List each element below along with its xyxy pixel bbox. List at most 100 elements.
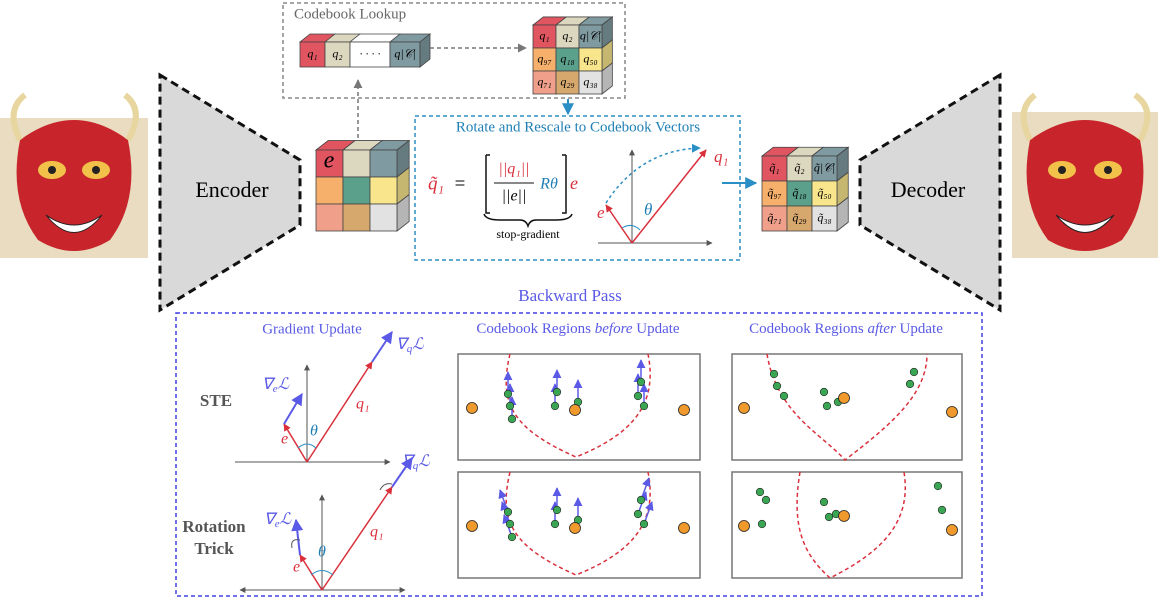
codebook-vector [466, 402, 478, 414]
cube-cell [315, 176, 344, 205]
codebook-point [550, 519, 560, 529]
region-panel [731, 353, 963, 461]
cube-cell [761, 205, 788, 232]
codebook-vector [838, 510, 850, 522]
q-label: q₁ [356, 396, 370, 413]
cell-label: q₁₈ [560, 51, 574, 65]
codebook-point [503, 507, 513, 517]
rotate-title: Rotate and Rescale to Codebook Vectors [456, 119, 700, 135]
codebook-point [636, 495, 646, 505]
vector-q [631, 149, 707, 244]
e-label: e [293, 559, 300, 576]
underbrace [483, 213, 573, 229]
cell-label: q̃₇₁ [767, 210, 781, 224]
gradient-header: Gradient Update [262, 321, 362, 337]
codebook-point [505, 401, 515, 411]
cube-cell [369, 176, 398, 205]
vector-e [605, 204, 633, 244]
rotation-arc [605, 143, 701, 204]
codebook-point [633, 509, 643, 519]
cell-label: q̃₂ [794, 160, 804, 174]
cube-cell [786, 205, 813, 232]
cube-cell [811, 205, 838, 232]
codebook-point [905, 379, 915, 389]
vector-side [419, 33, 431, 68]
codebook-point [633, 391, 643, 401]
cell-label: q₅₀ [583, 51, 597, 65]
codebook-point [636, 377, 646, 387]
cell-label: q|𝒞| [580, 28, 601, 42]
rotation-diagram [239, 457, 413, 593]
before-header: Codebook Regions before Update [476, 321, 680, 337]
codebook-point [552, 387, 562, 397]
codebook-point [639, 401, 649, 411]
rotation-label: Rotation [182, 517, 246, 536]
codebook-point [822, 401, 832, 411]
cell-label: q̃₂₉ [792, 210, 806, 224]
formula-eq: = [455, 173, 466, 194]
cube-cell [315, 203, 344, 232]
cube-cell [342, 203, 371, 232]
codebook-point [761, 495, 771, 505]
cube-cell [342, 176, 371, 205]
lookup-title: Codebook Lookup [294, 6, 406, 22]
backward-title: Backward Pass [518, 286, 621, 305]
decoder-shape [858, 72, 1002, 313]
decoder-label: Decoder [891, 177, 966, 202]
codebook-point [772, 381, 782, 391]
q-label: q₁ [370, 524, 384, 541]
codebook-vector [738, 402, 750, 414]
grad-e-label: ∇eℒ [262, 376, 290, 395]
vector-label: q|𝒞| [394, 46, 415, 60]
cube-cell [369, 149, 398, 178]
codebook-vector [678, 404, 690, 416]
codebook-point [819, 497, 829, 507]
input-vector-label: e [324, 148, 335, 174]
codebook-point [824, 512, 834, 522]
codebook-point [503, 389, 513, 399]
codebook-point [909, 367, 919, 377]
codebook-vector [678, 522, 690, 534]
cell-label: q̃₁₈ [792, 185, 806, 199]
cell-label: q̃₉₇ [767, 185, 781, 199]
codebook-vector [946, 524, 958, 536]
codebook-vector [946, 406, 958, 418]
backward-box [175, 312, 983, 597]
grad-q-label: ∇qℒ [402, 453, 430, 472]
formula-lhs: q̃₁ [428, 173, 444, 194]
vector-label: · · · · [360, 46, 381, 60]
cell-label: q₂ [562, 28, 572, 42]
angle-label: θ [310, 423, 318, 440]
bracket [485, 154, 567, 214]
grad-q-label: ∇qℒ [396, 336, 424, 355]
codebook-vector [738, 520, 750, 532]
vector-label: q₁ [307, 46, 317, 60]
codebook-point [755, 487, 765, 497]
cube-cell [811, 180, 838, 207]
vector-label: q₂ [332, 46, 342, 60]
codebook-point [507, 414, 517, 424]
codebook-vector [838, 392, 850, 404]
codebook-point [769, 369, 779, 379]
encoder-shape [158, 72, 302, 313]
cube-cell [342, 149, 371, 178]
vector-cell [349, 41, 391, 68]
codebook-point [505, 519, 515, 529]
lookup-box [282, 2, 626, 99]
formula-rotation: Rθ [539, 176, 558, 193]
region-panel [457, 471, 701, 579]
vector-cell [389, 41, 421, 68]
stop-gradient-label: stop-gradient [496, 227, 560, 241]
codebook-vector [569, 404, 581, 416]
codebook-point [507, 532, 517, 542]
vector-q-label: q₁ [714, 147, 728, 166]
grad-e-label: ∇eℒ [264, 511, 292, 530]
codebook-point [552, 505, 562, 515]
cell-label: q₂₉ [560, 74, 574, 88]
cell-label: q̃₁ [769, 160, 779, 174]
angle-label: θ [644, 200, 652, 219]
region-panel [731, 471, 963, 579]
angle-label: θ [318, 544, 326, 561]
codebook-vector [569, 522, 581, 534]
